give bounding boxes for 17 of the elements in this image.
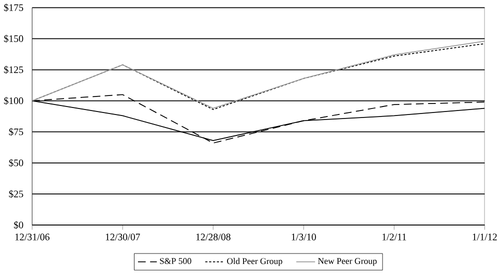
y-tick-label: $125 [4,66,24,74]
y-tick-label: $25 [9,190,24,198]
legend-label: S&P 500 [160,258,192,264]
x-tick-label: 12/31/06 [15,234,50,241]
y-tick-label: $175 [4,4,24,12]
y-tick-label: $0 [14,221,24,230]
x-tick-label: 1/1/12 [472,234,497,240]
y-tick-label: $50 [9,159,24,168]
y-tick-label: $100 [4,97,24,105]
x-tick-label: 1/3/10 [292,234,316,241]
y-tick-label: $75 [9,128,24,136]
x-tick-label: 12/28/08 [196,234,230,241]
legend-label: New Peer Group [318,258,377,266]
y-tick-label: $150 [4,34,24,43]
x-tick-label: 1/2/11 [382,234,406,240]
x-tick-label: 12/30/07 [106,234,140,241]
legend-label: Old Peer Group [227,258,282,266]
